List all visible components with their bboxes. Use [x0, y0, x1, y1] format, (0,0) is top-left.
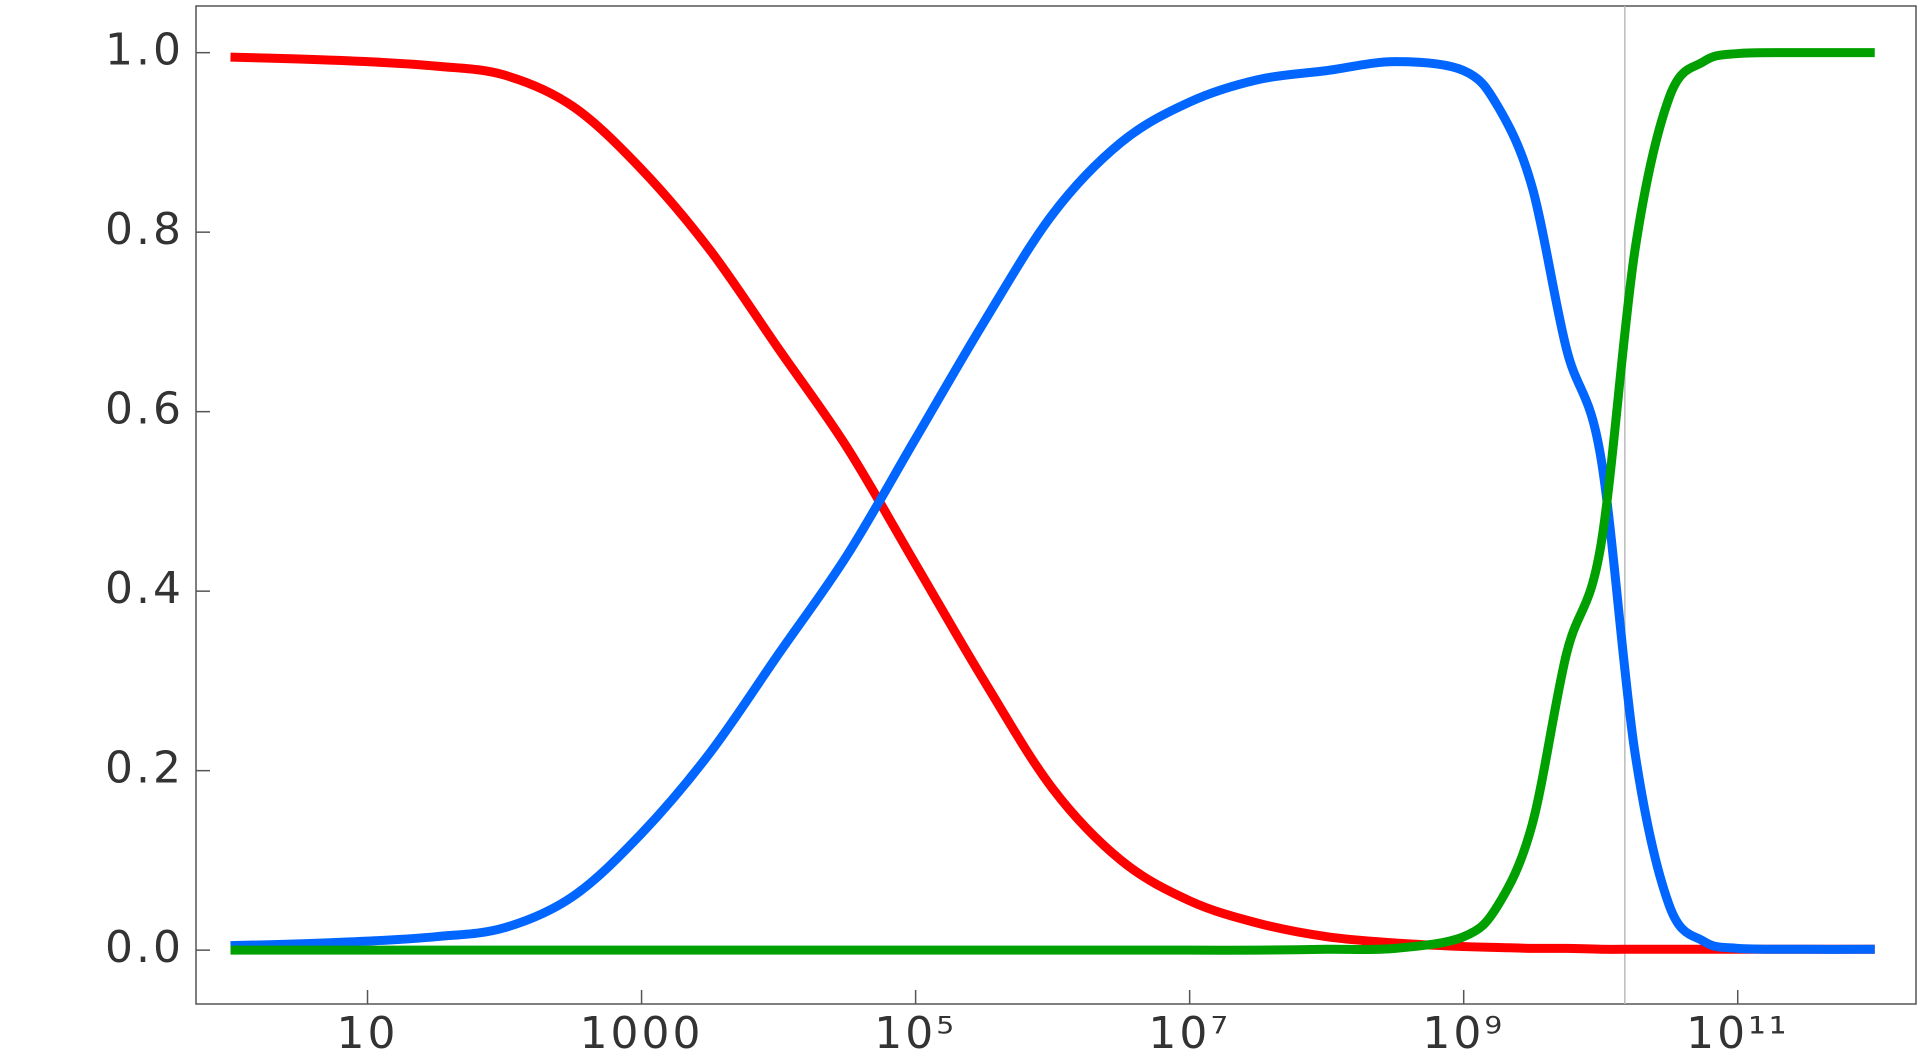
x-tick-label: 10⁷: [1148, 1008, 1231, 1059]
y-tick-label: 0.6: [105, 384, 184, 435]
plot-frame: [195, 5, 1917, 1005]
y-tick-label: 0.0: [105, 922, 184, 973]
x-tick-label: 1000: [580, 1008, 704, 1059]
x-tick-label: 10⁵: [874, 1008, 957, 1059]
y-tick-label: 0.2: [105, 743, 184, 794]
series-line: [230, 57, 1875, 954]
y-tick-label: 0.4: [105, 563, 184, 614]
y-tick-label: 0.8: [105, 204, 184, 255]
series-line: [230, 52, 1875, 954]
x-tick-label: 10¹¹: [1686, 1008, 1789, 1059]
x-tick-label: 10: [337, 1008, 399, 1059]
series-line: [230, 48, 1875, 955]
y-tick-label: 1.0: [105, 25, 184, 76]
x-tick-label: 10⁹: [1422, 1008, 1505, 1059]
